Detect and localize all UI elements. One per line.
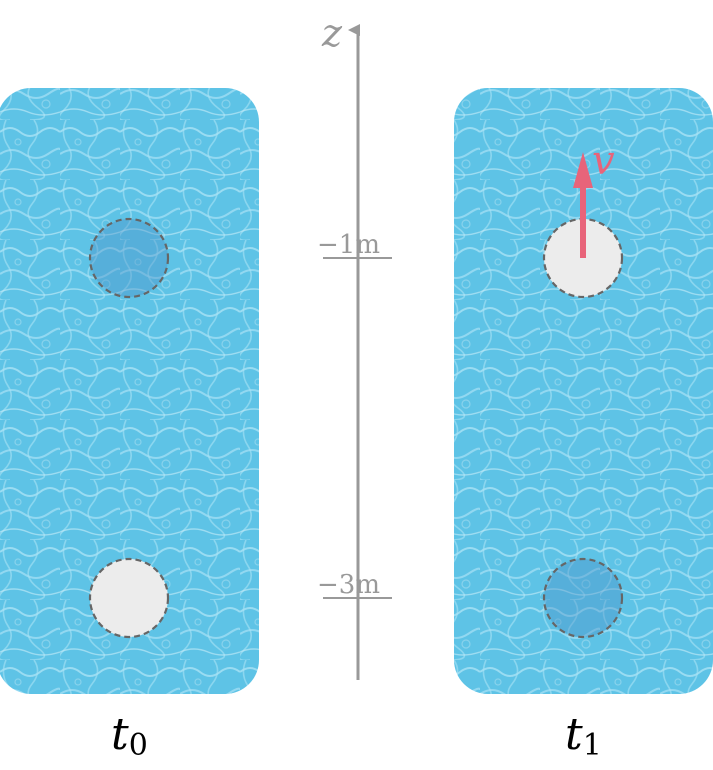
velocity-label: v [592,138,615,184]
water-tank-right [454,88,713,694]
time-subscript-t1: 1 [583,728,602,763]
time-label-t1: t1 [565,709,602,763]
tank-t1: v t1 [454,88,713,763]
time-symbol-t0: t [111,709,129,760]
bubble-t0-upper [88,217,170,299]
time-symbol-t1: t [565,709,583,760]
time-label-t0: t0 [111,709,148,763]
water-tank-left [0,88,259,694]
velocity-arrow-head [573,152,593,188]
z-axis: z −1m −3m [317,11,392,680]
velocity-arrow [573,152,593,258]
tick-label-minus-1m: −1m [317,230,380,260]
tank-t0: t0 [0,88,259,763]
time-subscript-t0: 0 [129,728,148,763]
bubble-t0-lower [88,557,170,639]
bubble-t1-lower [542,557,624,639]
z-axis-label: z [321,11,343,55]
tick-label-minus-3m: −3m [317,570,380,600]
